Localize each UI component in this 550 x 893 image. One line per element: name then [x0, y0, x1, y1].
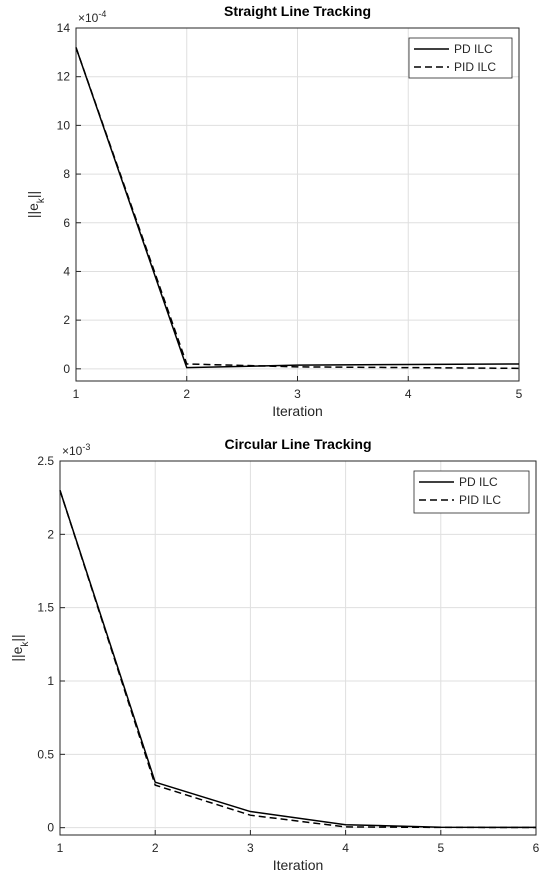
y-axis-label-part: ||e [25, 203, 41, 218]
x-tick-label: 4 [342, 841, 349, 855]
y-tick-label: 0 [47, 821, 54, 835]
y-tick-label: 12 [57, 70, 71, 84]
x-tick-label: 3 [247, 841, 254, 855]
x-axis-label: Iteration [272, 403, 323, 419]
y-tick-label: 10 [57, 118, 71, 132]
y-tick-label: 1.5 [37, 601, 54, 615]
y-axis-label-part: || [25, 191, 41, 198]
data-line [75, 47, 520, 370]
y-tick-label: 8 [63, 167, 70, 181]
y-axis-label: ||ek|| [25, 191, 47, 218]
y-scale-base: ×10 [62, 444, 83, 458]
y-tick-label: 1 [47, 674, 54, 688]
chart-title: Circular Line Tracking [224, 436, 371, 452]
x-tick-label: 1 [57, 841, 64, 855]
legend-box [408, 37, 513, 79]
y-axis-label-part: k [36, 197, 47, 203]
plot-area [60, 461, 536, 835]
x-tick-label: 2 [183, 387, 190, 401]
axes-box [75, 27, 520, 382]
legend-label: PID ILC [454, 60, 496, 74]
x-tick-label: 4 [405, 387, 412, 401]
legend-label: PD ILC [454, 42, 493, 56]
y-tick-label: 2 [63, 313, 70, 327]
x-tick-label: 3 [294, 387, 301, 401]
legend-label: PD ILC [459, 475, 498, 489]
y-axis-label-part: k [20, 641, 31, 647]
x-axis-label: Iteration [273, 857, 324, 873]
y-axis-label: ||ek|| [9, 634, 31, 661]
y-scale-label: ×10-4 [78, 9, 106, 25]
y-axis-label-part: ||e [9, 646, 25, 661]
chart: 1 2 3 4 5 6 0 0.5 1 1.5 2 2.5 Circular Line Tracking… [9, 436, 540, 873]
y-tick-label: 6 [63, 216, 70, 230]
axes-box [59, 460, 537, 836]
x-tick-label: 5 [437, 841, 444, 855]
data-line [59, 490, 537, 829]
y-tick-label: 14 [57, 21, 71, 35]
x-tick-label: 5 [516, 387, 523, 401]
y-scale-label: ×10-3 [62, 442, 90, 458]
x-tick-label: 2 [152, 841, 159, 855]
legend-box [413, 470, 530, 514]
y-scale-exponent: -3 [82, 442, 90, 452]
y-tick-label: 0 [63, 362, 70, 376]
y-scale-base: ×10 [78, 11, 99, 25]
y-tick-label: 2.5 [37, 454, 54, 468]
legend-label: PID ILC [459, 493, 501, 507]
y-axis-label-part: || [9, 634, 25, 641]
chart-title: Straight Line Tracking [224, 3, 371, 19]
y-tick-label: 2 [47, 527, 54, 541]
x-tick-label: 1 [73, 387, 80, 401]
data-line [75, 47, 520, 369]
x-tick-label: 6 [533, 841, 540, 855]
y-tick-label: 4 [63, 264, 70, 278]
y-tick-label: 0.5 [37, 747, 54, 761]
y-scale-exponent: -4 [98, 9, 106, 19]
